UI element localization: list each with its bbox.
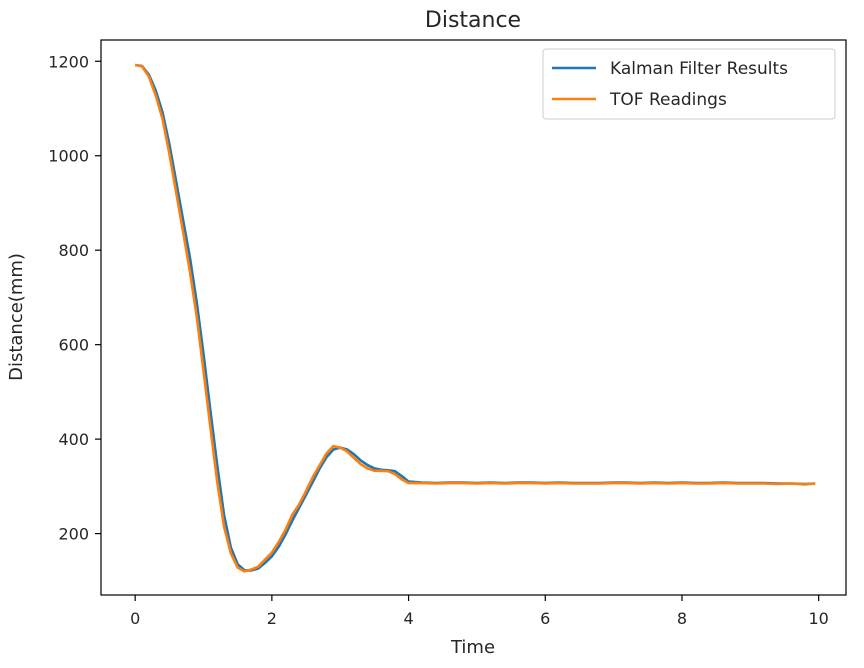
x-tick-label: 8 <box>677 609 687 628</box>
chart-title: Distance <box>425 8 521 33</box>
y-tick-label: 800 <box>58 241 89 260</box>
y-axis-label: Distance(mm) <box>6 253 27 381</box>
plot-area <box>134 63 816 573</box>
x-tick-label: 6 <box>540 609 550 628</box>
legend: Kalman Filter Results TOF Readings <box>542 48 836 120</box>
x-tick-label: 4 <box>403 609 413 628</box>
series-line-1 <box>134 63 816 573</box>
x-tick-label: 0 <box>130 609 140 628</box>
y-tick-label: 600 <box>58 336 89 355</box>
y-axis: 200 400 600 800 1000 1200 <box>48 52 101 544</box>
legend-box <box>542 48 836 120</box>
legend-label-1: TOF Readings <box>609 90 727 110</box>
y-tick-label: 1200 <box>48 52 89 71</box>
legend-label-0: Kalman Filter Results <box>610 59 788 79</box>
y-tick-label: 200 <box>58 525 89 544</box>
y-tick-label: 1000 <box>48 147 89 166</box>
x-axis: 0 2 4 6 8 10 <box>130 595 829 628</box>
x-axis-label: Time <box>450 637 495 658</box>
x-tick-label: 10 <box>808 609 828 628</box>
x-tick-label: 2 <box>267 609 277 628</box>
plot-frame <box>100 39 847 596</box>
y-tick-label: 400 <box>58 430 89 449</box>
series-line-0 <box>135 63 816 572</box>
